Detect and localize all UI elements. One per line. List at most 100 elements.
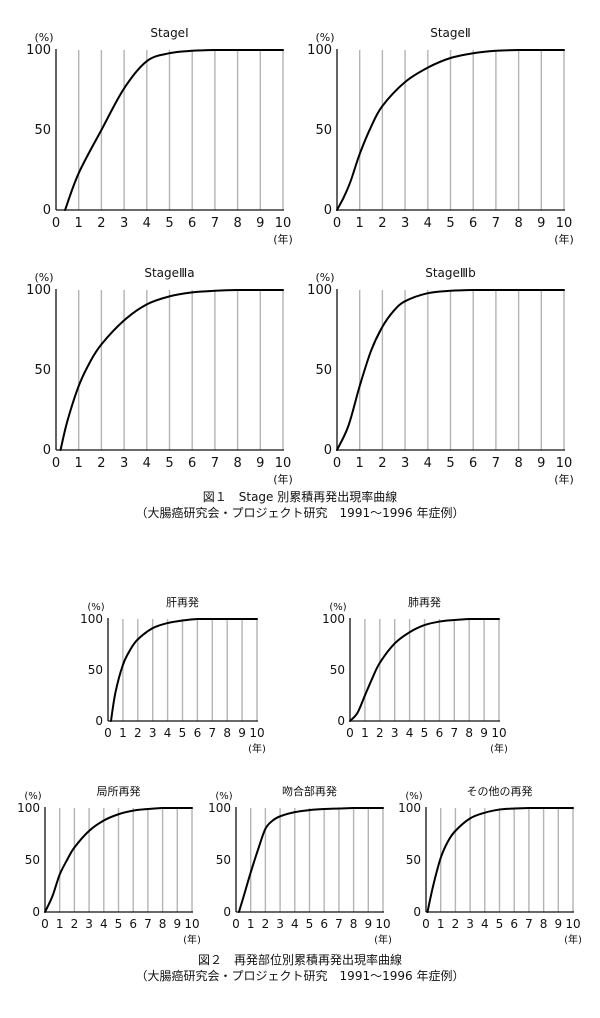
x-tick-label: 5	[165, 456, 173, 471]
figure2-caption-title: 図２ 再発部位別累積再発出現率曲線	[197, 953, 402, 967]
x-tick-label: 6	[320, 917, 328, 931]
x-tick-label: 8	[233, 456, 241, 471]
x-tick-label: 7	[208, 726, 216, 740]
x-tick-label: 9	[256, 216, 264, 231]
x-tick-label: 0	[232, 917, 240, 931]
x-tick-label: 3	[149, 726, 157, 740]
x-tick-label: 8	[514, 216, 522, 231]
x-tick-label: 6	[188, 456, 196, 471]
x-tick-label: 6	[469, 456, 477, 471]
x-unit-label: (年)	[490, 742, 508, 755]
x-tick-label: 6	[510, 917, 518, 931]
y-unit-label: (%)	[34, 271, 53, 284]
x-tick-label: 3	[401, 216, 409, 231]
x-tick-label: 10	[556, 456, 573, 471]
chart-title: 肺再発	[408, 595, 441, 609]
x-tick-label: 9	[554, 917, 562, 931]
x-tick-label: 2	[378, 216, 386, 231]
x-tick-label: 3	[120, 216, 128, 231]
x-tick-label: 9	[480, 726, 488, 740]
x-tick-label: 10	[275, 456, 292, 471]
y-tick-label: 0	[223, 905, 231, 919]
x-tick-label: 1	[356, 456, 364, 471]
x-tick-label: 7	[144, 917, 152, 931]
x-tick-label: 5	[165, 216, 173, 231]
x-tick-label: 10	[375, 917, 390, 931]
x-tick-label: 8	[159, 917, 167, 931]
figure1-caption-title: 図１ Stage 別累積再発出現率曲線	[202, 490, 398, 504]
x-tick-label: 8	[540, 917, 548, 931]
x-tick-label: 2	[97, 216, 105, 231]
x-tick-label: 4	[481, 917, 489, 931]
x-tick-label: 3	[401, 456, 409, 471]
y-tick-label: 50	[406, 853, 421, 867]
y-unit-label: (%)	[329, 602, 346, 613]
x-tick-label: 7	[211, 216, 219, 231]
x-tick-label: 8	[514, 456, 522, 471]
y-tick-label: 0	[413, 905, 421, 919]
x-tick-label: 0	[333, 216, 341, 231]
chart-title: 吻合部再発	[282, 784, 337, 798]
x-tick-label: 10	[491, 726, 506, 740]
x-unit-label: (年)	[374, 933, 392, 946]
x-tick-label: 7	[335, 917, 343, 931]
x-tick-label: 5	[446, 216, 454, 231]
x-tick-label: 7	[525, 917, 533, 931]
x-tick-label: 3	[120, 456, 128, 471]
x-tick-label: 10	[275, 216, 292, 231]
chart-title: StageⅡ	[430, 26, 471, 40]
x-tick-label: 9	[238, 726, 246, 740]
y-unit-label: (%)	[215, 791, 232, 802]
x-tick-label: 2	[378, 456, 386, 471]
x-tick-label: 1	[75, 456, 83, 471]
x-tick-label: 10	[184, 917, 199, 931]
y-tick-label: 50	[315, 123, 332, 138]
x-tick-label: 2	[71, 917, 79, 931]
x-tick-label: 7	[492, 456, 500, 471]
x-tick-label: 4	[143, 216, 151, 231]
x-tick-label: 1	[361, 726, 369, 740]
x-tick-label: 7	[450, 726, 458, 740]
x-tick-label: 10	[249, 726, 264, 740]
chart-title: StageⅢa	[144, 266, 194, 280]
y-unit-label: (%)	[405, 791, 422, 802]
cumulative-recurrence-line	[426, 806, 574, 913]
y-tick-label: 100	[80, 612, 103, 626]
x-tick-label: 4	[424, 216, 432, 231]
x-tick-label: 0	[346, 726, 354, 740]
y-tick-label: 100	[307, 43, 332, 58]
cumulative-recurrence-line	[109, 618, 258, 722]
chart-title: その他の再発	[467, 784, 533, 798]
x-tick-label: 7	[211, 456, 219, 471]
y-tick-label: 0	[324, 443, 332, 458]
x-tick-label: 7	[492, 216, 500, 231]
x-tick-label: 0	[422, 917, 430, 931]
x-tick-label: 0	[333, 456, 341, 471]
y-unit-label: (%)	[315, 31, 334, 44]
x-tick-label: 2	[262, 917, 270, 931]
x-unit-label: (年)	[248, 742, 266, 755]
cumulative-recurrence-line	[64, 49, 284, 211]
y-unit-label: (%)	[34, 31, 53, 44]
x-unit-label: (年)	[554, 232, 574, 246]
x-tick-label: 3	[85, 917, 93, 931]
x-tick-label: 6	[129, 917, 137, 931]
x-unit-label: (年)	[273, 472, 293, 486]
x-tick-label: 1	[56, 917, 64, 931]
x-tick-label: 5	[179, 726, 187, 740]
x-unit-label: (年)	[273, 232, 293, 246]
y-tick-label: 100	[17, 801, 40, 815]
chart-title: 肝再発	[166, 595, 199, 609]
x-tick-label: 4	[291, 917, 299, 931]
chart-title: 局所再発	[97, 784, 141, 798]
y-tick-label: 100	[208, 801, 231, 815]
x-tick-label: 3	[391, 726, 399, 740]
